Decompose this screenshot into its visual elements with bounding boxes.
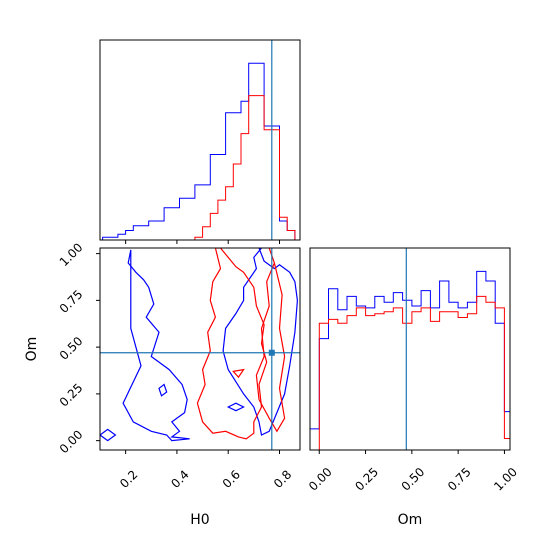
contour-red-island-6 xyxy=(232,368,245,379)
contour-x-tick-label-3: 0.8 xyxy=(271,467,294,490)
contour-y-tick-label-0: 0.00 xyxy=(57,427,86,456)
om-x-tick-label-1: 0.25 xyxy=(352,465,381,494)
h0-marginal-axes-frame xyxy=(99,39,301,241)
contour-x-tick-label-0: 0.2 xyxy=(117,467,140,490)
contour-blue-island-7 xyxy=(226,402,245,412)
om-histogram-red-series xyxy=(310,295,511,451)
contour-red-outer-2 xyxy=(196,248,268,440)
contour-blue-island-4 xyxy=(100,428,117,442)
contour-y-tick-label-3: 0.75 xyxy=(57,287,86,316)
om-marginal-histogram-panel: 0.00 0.25 0.50 0.75 1.00 xyxy=(306,247,520,494)
om-histogram-blue-series xyxy=(309,270,511,450)
contour-blue-outer-0 xyxy=(122,249,190,442)
h0-histogram-blue-series xyxy=(102,62,296,240)
contour-red-inner-3 xyxy=(255,248,286,433)
h0-histogram-red-series xyxy=(102,95,296,241)
contour-y-tick-label-1: 0.25 xyxy=(57,381,86,410)
contour-y-tick-label-4: 1.00 xyxy=(57,240,86,269)
om-x-tick-label-4: 1.00 xyxy=(491,465,520,494)
contour-axes-frame xyxy=(99,247,301,451)
contour-blue-island-5 xyxy=(158,383,168,397)
h0-om-contour-panel: 0.2 0.4 0.6 0.8 0.00 0.25 0.50 0.75 1.00 xyxy=(57,240,301,491)
contour-x-tick-label-1: 0.4 xyxy=(168,467,191,490)
x-axis-label-h0: H0 xyxy=(190,512,209,528)
om-x-tick-label-3: 0.75 xyxy=(445,465,474,494)
contour-y-tick-label-2: 0.50 xyxy=(57,334,86,363)
truth-marker xyxy=(268,349,275,356)
x-axis-label-om: Om xyxy=(398,512,423,528)
contour-blue-inner-1 xyxy=(222,248,299,436)
om-marginal-axes-frame xyxy=(309,247,511,451)
y-axis-label-om: Om xyxy=(24,337,40,362)
om-x-tick-label-2: 0.50 xyxy=(399,465,428,494)
contour-x-tick-label-2: 0.6 xyxy=(220,467,243,490)
om-x-tick-label-0: 0.00 xyxy=(306,465,335,494)
h0-marginal-histogram-panel xyxy=(99,39,301,244)
